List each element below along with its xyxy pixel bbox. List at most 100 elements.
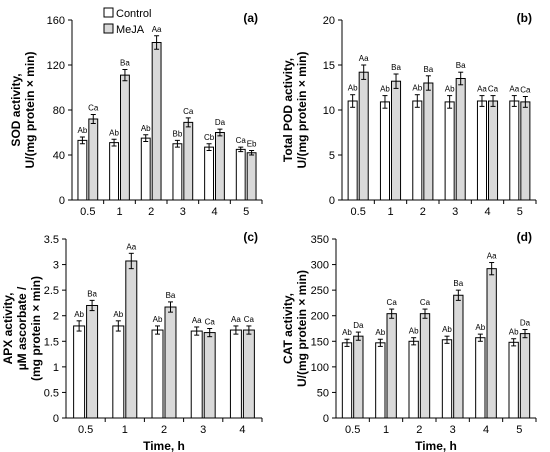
bar-meja bbox=[246, 152, 257, 201]
y-tick-label: 2 bbox=[53, 311, 59, 323]
y-tick-label: 150 bbox=[311, 336, 329, 348]
significance-label: Da bbox=[215, 118, 226, 127]
y-axis-label: SOD activity, bbox=[9, 73, 23, 146]
y-axis-label: APX activity, bbox=[1, 293, 15, 365]
x-tick-label: 4 bbox=[239, 424, 245, 436]
significance-label: Aa bbox=[477, 85, 487, 94]
significance-label: Ca bbox=[387, 298, 398, 307]
bar-control bbox=[77, 139, 88, 201]
significance-label: Ca bbox=[420, 298, 431, 307]
bar-meja bbox=[358, 71, 369, 201]
significance-label: Ab bbox=[445, 85, 455, 94]
bar-control bbox=[508, 341, 519, 419]
bar-meja bbox=[423, 82, 434, 201]
x-tick-label: 0.5 bbox=[345, 424, 360, 436]
x-axis-label: Time, h bbox=[143, 439, 185, 452]
panel-label: (b) bbox=[517, 11, 532, 25]
significance-label: Ba bbox=[120, 59, 130, 68]
y-tick-label: 0 bbox=[59, 195, 65, 207]
legend-label-meja: MeJA bbox=[116, 24, 145, 36]
y-tick-label: 5 bbox=[329, 150, 335, 162]
bar-meja bbox=[164, 306, 177, 419]
significance-label: Ca bbox=[488, 85, 499, 94]
y-tick-label: 0 bbox=[323, 413, 329, 425]
significance-label: Cb bbox=[204, 133, 215, 142]
bar-control bbox=[109, 142, 119, 201]
x-tick-label: 1 bbox=[122, 424, 128, 436]
bar-control bbox=[204, 146, 214, 201]
y-tick-label: 1.5 bbox=[44, 336, 59, 348]
x-tick-label: 2 bbox=[416, 424, 422, 436]
significance-label: Eb bbox=[247, 140, 257, 149]
bar-control bbox=[347, 100, 358, 201]
significance-label: Ab bbox=[141, 124, 151, 133]
significance-label: Ab bbox=[509, 328, 519, 337]
x-tick-label: 3 bbox=[180, 206, 186, 218]
bar-meja bbox=[88, 118, 99, 201]
legend-swatch-meja bbox=[103, 23, 114, 34]
y-axis-label: U/(mg protein × min) bbox=[295, 51, 309, 168]
x-tick-label: 5 bbox=[243, 206, 249, 218]
significance-label: Ab bbox=[342, 328, 352, 337]
y-tick-label: 1 bbox=[53, 362, 59, 374]
significance-label: Aa bbox=[192, 316, 202, 325]
bar-control bbox=[444, 101, 455, 201]
y-axis-label: CAT activity, bbox=[281, 293, 295, 364]
x-tick-label: 3 bbox=[450, 424, 456, 436]
significance-label: Bb bbox=[173, 129, 183, 138]
x-axis-label: Time, h bbox=[415, 439, 457, 452]
x-tick-label: 4 bbox=[483, 424, 489, 436]
bar-meja bbox=[386, 313, 397, 419]
y-tick-label: 200 bbox=[311, 311, 329, 323]
x-tick-label: 5 bbox=[516, 424, 522, 436]
significance-label: Ab bbox=[412, 84, 422, 93]
bar-meja bbox=[488, 100, 499, 201]
bar-meja bbox=[203, 332, 216, 419]
significance-label: Ca bbox=[205, 318, 216, 327]
bar-meja bbox=[215, 132, 225, 201]
y-tick-label: 15 bbox=[323, 60, 335, 72]
significance-label: Ca bbox=[520, 86, 531, 95]
x-tick-label: 1 bbox=[383, 424, 389, 436]
bar-control bbox=[140, 137, 151, 201]
significance-label: Ca bbox=[236, 136, 247, 145]
significance-label: Ba bbox=[391, 63, 401, 72]
y-tick-label: 3.5 bbox=[44, 234, 59, 246]
y-tick-label: 160 bbox=[47, 15, 65, 27]
significance-label: Aa bbox=[509, 85, 519, 94]
bar-control bbox=[341, 342, 353, 419]
significance-label: Ab bbox=[74, 310, 84, 319]
x-tick-label: 3 bbox=[452, 206, 458, 218]
significance-label: Ab bbox=[153, 315, 163, 324]
bar-control bbox=[190, 330, 203, 419]
x-tick-label: 1 bbox=[387, 206, 393, 218]
panel-label: (a) bbox=[243, 11, 258, 25]
significance-label: Da bbox=[353, 321, 364, 330]
bar-control bbox=[73, 325, 86, 419]
y-tick-label: 0 bbox=[53, 413, 59, 425]
significance-label: Ba bbox=[453, 279, 463, 288]
x-tick-label: 3 bbox=[200, 424, 206, 436]
bar-control bbox=[112, 325, 125, 419]
bar-meja bbox=[453, 294, 464, 419]
significance-label: Ab bbox=[442, 325, 452, 334]
bar-meja bbox=[486, 268, 497, 419]
y-tick-label: 300 bbox=[311, 260, 329, 272]
y-tick-label: 0 bbox=[329, 195, 335, 207]
panel-sod: 0 40 80 120 160 (a) SOD activity, U/(mg protein… bbox=[9, 11, 263, 218]
panel-cat: 0 50 100 150 200 250 300 350 (d) CAT activity, U/(… bbox=[281, 230, 537, 452]
significance-label: Ab bbox=[109, 128, 119, 137]
bar-control bbox=[441, 339, 453, 419]
significance-label: Ab bbox=[475, 323, 485, 332]
x-tick-label: 1 bbox=[116, 206, 122, 218]
y-tick-label: 0.5 bbox=[44, 387, 59, 399]
significance-label: Ba bbox=[423, 65, 433, 74]
bar-meja bbox=[455, 78, 466, 201]
x-tick-label: 4 bbox=[211, 206, 217, 218]
y-tick-label: 100 bbox=[311, 362, 329, 374]
bar-meja bbox=[125, 260, 138, 419]
bar-meja bbox=[183, 121, 194, 201]
bar-control bbox=[172, 143, 183, 201]
